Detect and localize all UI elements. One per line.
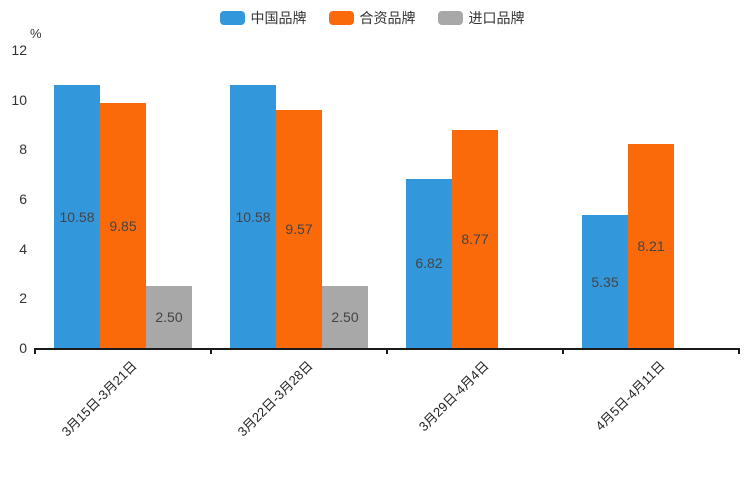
bar-中国品牌-2[interactable]: 6.82 [406, 178, 452, 348]
bar-进口品牌-0[interactable]: 2.50 [146, 285, 192, 348]
legend-label: 中国品牌 [250, 10, 307, 26]
y-tick-label: 6 [19, 191, 27, 207]
legend-item-0[interactable]: 中国品牌 [219, 8, 307, 28]
x-axis-tick [562, 348, 564, 354]
bar-value-label: 6.82 [415, 255, 443, 272]
bar-中国品牌-3[interactable]: 5.35 [582, 215, 628, 348]
legend-item-1[interactable]: 合资品牌 [328, 8, 416, 28]
bar-中国品牌-0[interactable]: 10.58 [54, 85, 100, 348]
y-axis-unit-label: % [30, 26, 42, 41]
x-category-label-1: 3月22日-3月28日 [234, 358, 316, 440]
bar-value-label: 9.85 [109, 217, 137, 234]
bar-中国品牌-1[interactable]: 10.58 [230, 85, 276, 348]
legend-swatch-icon [219, 11, 245, 25]
bar-合资品牌-2[interactable]: 8.77 [452, 130, 498, 348]
x-axis-tick [210, 348, 212, 354]
y-tick-label: 4 [19, 240, 27, 257]
y-tick-label: 12 [11, 42, 27, 58]
x-category-label-2: 3月29日-4月4日 [415, 358, 492, 435]
bar-合资品牌-0[interactable]: 9.85 [100, 103, 146, 348]
bar-value-label: 2.50 [331, 308, 359, 325]
y-tick-label: 2 [19, 290, 27, 307]
bar-合资品牌-3[interactable]: 8.21 [628, 144, 674, 348]
bar-value-label: 2.50 [155, 308, 183, 325]
y-tick-label: 8 [19, 141, 27, 158]
x-axis-tick [34, 348, 36, 354]
x-axis-tick [738, 348, 740, 354]
bar-value-label: 5.35 [591, 273, 619, 290]
y-tick-label: 10 [11, 91, 27, 108]
legend-label: 进口品牌 [468, 10, 525, 26]
legend-label: 合资品牌 [359, 10, 416, 26]
bar-value-label: 10.58 [59, 208, 95, 225]
legend-swatch-icon [328, 11, 354, 25]
bar-value-label: 8.21 [637, 238, 665, 255]
x-category-label-3: 4月5日-4月11日 [592, 358, 668, 434]
y-tick-label: 0 [19, 340, 27, 356]
x-axis-tick [386, 348, 388, 354]
legend-swatch-icon [437, 11, 463, 25]
bar-进口品牌-1[interactable]: 2.50 [322, 285, 368, 348]
chart-legend: 中国品牌 合资品牌 进口品牌 [0, 8, 744, 28]
bar-value-label: 10.58 [235, 208, 271, 225]
x-category-label-0: 3月15日-3月21日 [58, 358, 140, 440]
bar-value-label: 8.77 [461, 231, 489, 248]
bar-合资品牌-1[interactable]: 9.57 [276, 110, 322, 348]
bar-value-label: 9.57 [285, 221, 313, 238]
legend-item-2[interactable]: 进口品牌 [437, 8, 525, 28]
